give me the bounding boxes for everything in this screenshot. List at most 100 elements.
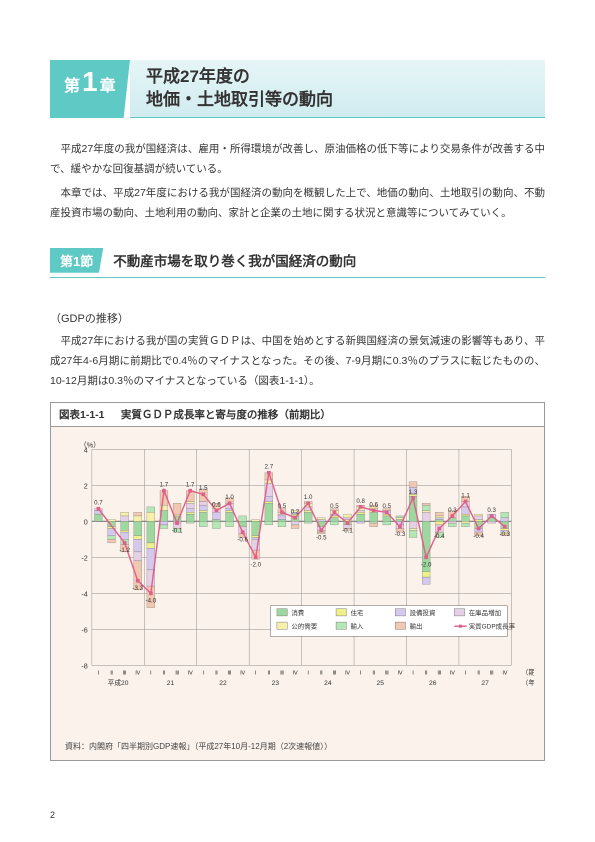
svg-text:Ⅳ: Ⅳ (502, 670, 507, 676)
svg-text:-0.3: -0.3 (395, 531, 406, 538)
svg-text:在庫品増加: 在庫品増加 (469, 607, 501, 616)
svg-text:23: 23 (272, 679, 280, 686)
svg-text:0.6: 0.6 (369, 501, 378, 508)
svg-text:-8: -8 (81, 661, 87, 670)
section-rule (50, 277, 545, 278)
svg-text:0.5: 0.5 (330, 503, 339, 510)
svg-text:平成20: 平成20 (108, 677, 129, 686)
svg-text:1.5: 1.5 (199, 485, 208, 492)
section-title: 不動産市場を取り巻く我が国経済の動向 (113, 250, 545, 270)
svg-text:-0.3: -0.3 (500, 531, 511, 538)
svg-text:Ⅰ: Ⅰ (202, 670, 204, 676)
svg-text:公的需要: 公的需要 (291, 621, 317, 630)
svg-text:0.3: 0.3 (487, 506, 496, 513)
gdp-chart: -8-6-4-2024（%）0.7-1.2-3.3-4.01.7-0.11.71… (61, 437, 534, 735)
figure-title: 実質ＧＤＰ成長率と寄与度の推移（前期比） (121, 409, 331, 421)
svg-text:-0.6: -0.6 (237, 536, 248, 543)
figure-1-1-1: 図表1-1-1 実質ＧＤＰ成長率と寄与度の推移（前期比） -8-6-4-2024… (50, 402, 545, 761)
svg-text:-2.0: -2.0 (250, 561, 261, 568)
figure-title-bar: 図表1-1-1 実質ＧＤＰ成長率と寄与度の推移（前期比） (51, 403, 544, 427)
svg-text:2: 2 (84, 481, 88, 490)
svg-text:設備投資: 設備投資 (410, 607, 436, 616)
svg-text:Ⅰ: Ⅰ (412, 670, 414, 676)
svg-text:（期）: （期） (522, 668, 534, 676)
svg-text:-2.0: -2.0 (421, 561, 432, 568)
svg-text:-0.1: -0.1 (172, 527, 183, 534)
page-number: 2 (50, 810, 55, 820)
figure-title-sep (107, 409, 118, 421)
svg-text:1.0: 1.0 (304, 494, 313, 501)
svg-text:0.8: 0.8 (356, 497, 365, 504)
chapter-title-line1: 平成27年度の (146, 66, 529, 89)
svg-text:0.5: 0.5 (383, 503, 392, 510)
svg-text:-3.3: -3.3 (132, 585, 143, 592)
svg-text:1.3: 1.3 (409, 488, 418, 495)
figure-label: 図表1-1-1 (59, 409, 105, 421)
svg-text:Ⅲ: Ⅲ (333, 670, 337, 676)
chapter-suf: 章 (100, 72, 116, 96)
svg-text:21: 21 (167, 679, 175, 686)
svg-text:Ⅱ: Ⅱ (163, 670, 166, 676)
svg-text:Ⅲ: Ⅲ (175, 670, 179, 676)
svg-text:住宅: 住宅 (350, 607, 363, 616)
svg-text:Ⅱ: Ⅱ (215, 670, 218, 676)
chapter-title-line2: 地価・土地取引等の動向 (146, 89, 529, 112)
svg-text:Ⅰ: Ⅰ (98, 670, 100, 676)
svg-text:Ⅲ: Ⅲ (437, 670, 441, 676)
svg-text:-1.2: -1.2 (119, 547, 130, 554)
svg-text:（%）: （%） (80, 440, 101, 449)
svg-text:Ⅲ: Ⅲ (228, 670, 232, 676)
svg-text:（年）: （年） (522, 677, 534, 686)
svg-text:26: 26 (429, 679, 437, 686)
svg-text:Ⅳ: Ⅳ (240, 670, 245, 676)
chapter-number: 1 (82, 66, 98, 98)
svg-text:0: 0 (84, 517, 88, 526)
svg-text:消費: 消費 (291, 607, 304, 616)
svg-text:-0.4: -0.4 (473, 532, 484, 539)
svg-text:Ⅱ: Ⅱ (110, 670, 113, 676)
svg-text:Ⅳ: Ⅳ (293, 670, 298, 676)
svg-text:0.7: 0.7 (94, 499, 103, 506)
svg-text:Ⅳ: Ⅳ (450, 670, 455, 676)
subsection-heading: （GDPの推移） (50, 310, 545, 326)
svg-text:-6: -6 (81, 625, 87, 634)
chapter-pre: 第 (64, 72, 80, 96)
svg-text:Ⅳ: Ⅳ (397, 670, 402, 676)
svg-text:Ⅲ: Ⅲ (123, 670, 127, 676)
section-paragraph: 平成27年における我が国の実質ＧＤＰは、中国を始めとする新興国経済の景気減速の影… (50, 332, 545, 392)
svg-text:1.1: 1.1 (461, 492, 470, 499)
svg-text:Ⅰ: Ⅰ (465, 670, 467, 676)
svg-text:22: 22 (219, 679, 227, 686)
svg-text:1.7: 1.7 (160, 481, 169, 488)
svg-text:実質GDP成長率: 実質GDP成長率 (469, 621, 516, 630)
svg-text:27: 27 (481, 679, 489, 686)
section-header: 第1節 不動産市場を取り巻く我が国経済の動向 (50, 248, 545, 273)
svg-text:Ⅱ: Ⅱ (372, 670, 375, 676)
chapter-title-box: 平成27年度の 地価・土地取引等の動向 (130, 60, 545, 118)
svg-text:Ⅳ: Ⅳ (188, 670, 193, 676)
svg-text:-4: -4 (81, 589, 87, 598)
figure-source: 資料：内閣府「四半期別GDP速報」（平成27年10月-12月期（2次速報値）） (61, 741, 534, 752)
svg-text:-0.1: -0.1 (342, 527, 353, 534)
svg-text:-0.5: -0.5 (316, 534, 327, 541)
page-root: 第 1 章 平成27年度の 地価・土地取引等の動向 平成27年度の我が国経済は、… (0, 0, 595, 791)
svg-text:Ⅳ: Ⅳ (345, 670, 350, 676)
svg-text:Ⅲ: Ⅲ (490, 670, 494, 676)
svg-text:Ⅰ: Ⅰ (307, 670, 309, 676)
svg-text:Ⅲ: Ⅲ (385, 670, 389, 676)
svg-text:Ⅱ: Ⅱ (425, 670, 428, 676)
svg-text:2.7: 2.7 (265, 463, 274, 470)
chapter-badge: 第 1 章 (50, 60, 130, 118)
svg-text:0.6: 0.6 (212, 501, 221, 508)
intro-para-1: 平成27年度の我が国経済は、雇用・所得環境が改善し、原油価格の低下等により交易条… (50, 140, 545, 180)
svg-text:Ⅰ: Ⅰ (360, 670, 362, 676)
svg-text:Ⅱ: Ⅱ (477, 670, 480, 676)
svg-text:0.2: 0.2 (291, 508, 300, 515)
svg-text:-2: -2 (81, 553, 87, 562)
svg-text:Ⅱ: Ⅱ (268, 670, 271, 676)
svg-text:輸出: 輸出 (410, 621, 423, 630)
svg-text:1.0: 1.0 (225, 494, 234, 501)
svg-text:Ⅰ: Ⅰ (255, 670, 257, 676)
svg-text:-4.0: -4.0 (146, 597, 157, 604)
section-badge: 第1節 (50, 248, 103, 273)
